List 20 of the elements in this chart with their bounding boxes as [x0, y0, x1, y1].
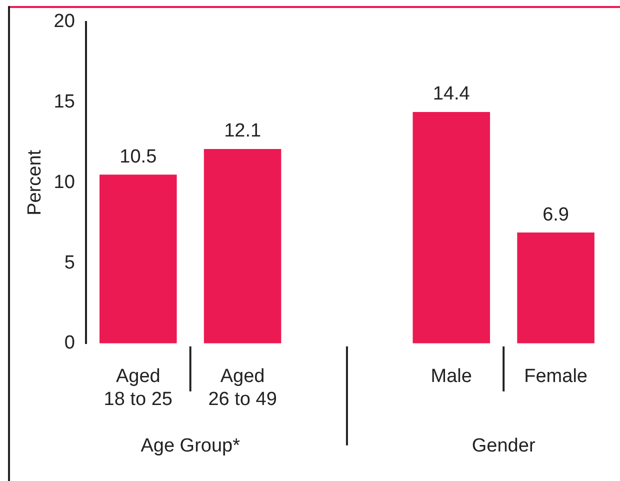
y-tick-label: 15 [54, 92, 75, 113]
bar [100, 174, 177, 344]
y-tick-label: 20 [54, 11, 75, 32]
y-tick-label: 5 [64, 252, 75, 274]
x-tick-label: Male [430, 366, 472, 388]
x-tick-label: Aged 18 to 25 [104, 366, 172, 410]
x-tick-label: Female [524, 366, 588, 388]
data-label: 10.5 [120, 146, 157, 168]
data-label: 6.9 [542, 204, 570, 226]
bar [517, 232, 594, 344]
data-label: 12.1 [224, 120, 262, 142]
text: Gender [472, 435, 536, 456]
y-tick-label: 10 [54, 172, 75, 193]
y-axis-title: Percent [24, 149, 46, 216]
bar [412, 112, 490, 344]
text: Age Group* [140, 435, 241, 456]
x-tick-label: Aged 26 to 49 [208, 366, 277, 410]
data-label: 14.4 [432, 84, 470, 105]
bar [204, 148, 282, 344]
y-tick-label: 0 [64, 332, 75, 354]
